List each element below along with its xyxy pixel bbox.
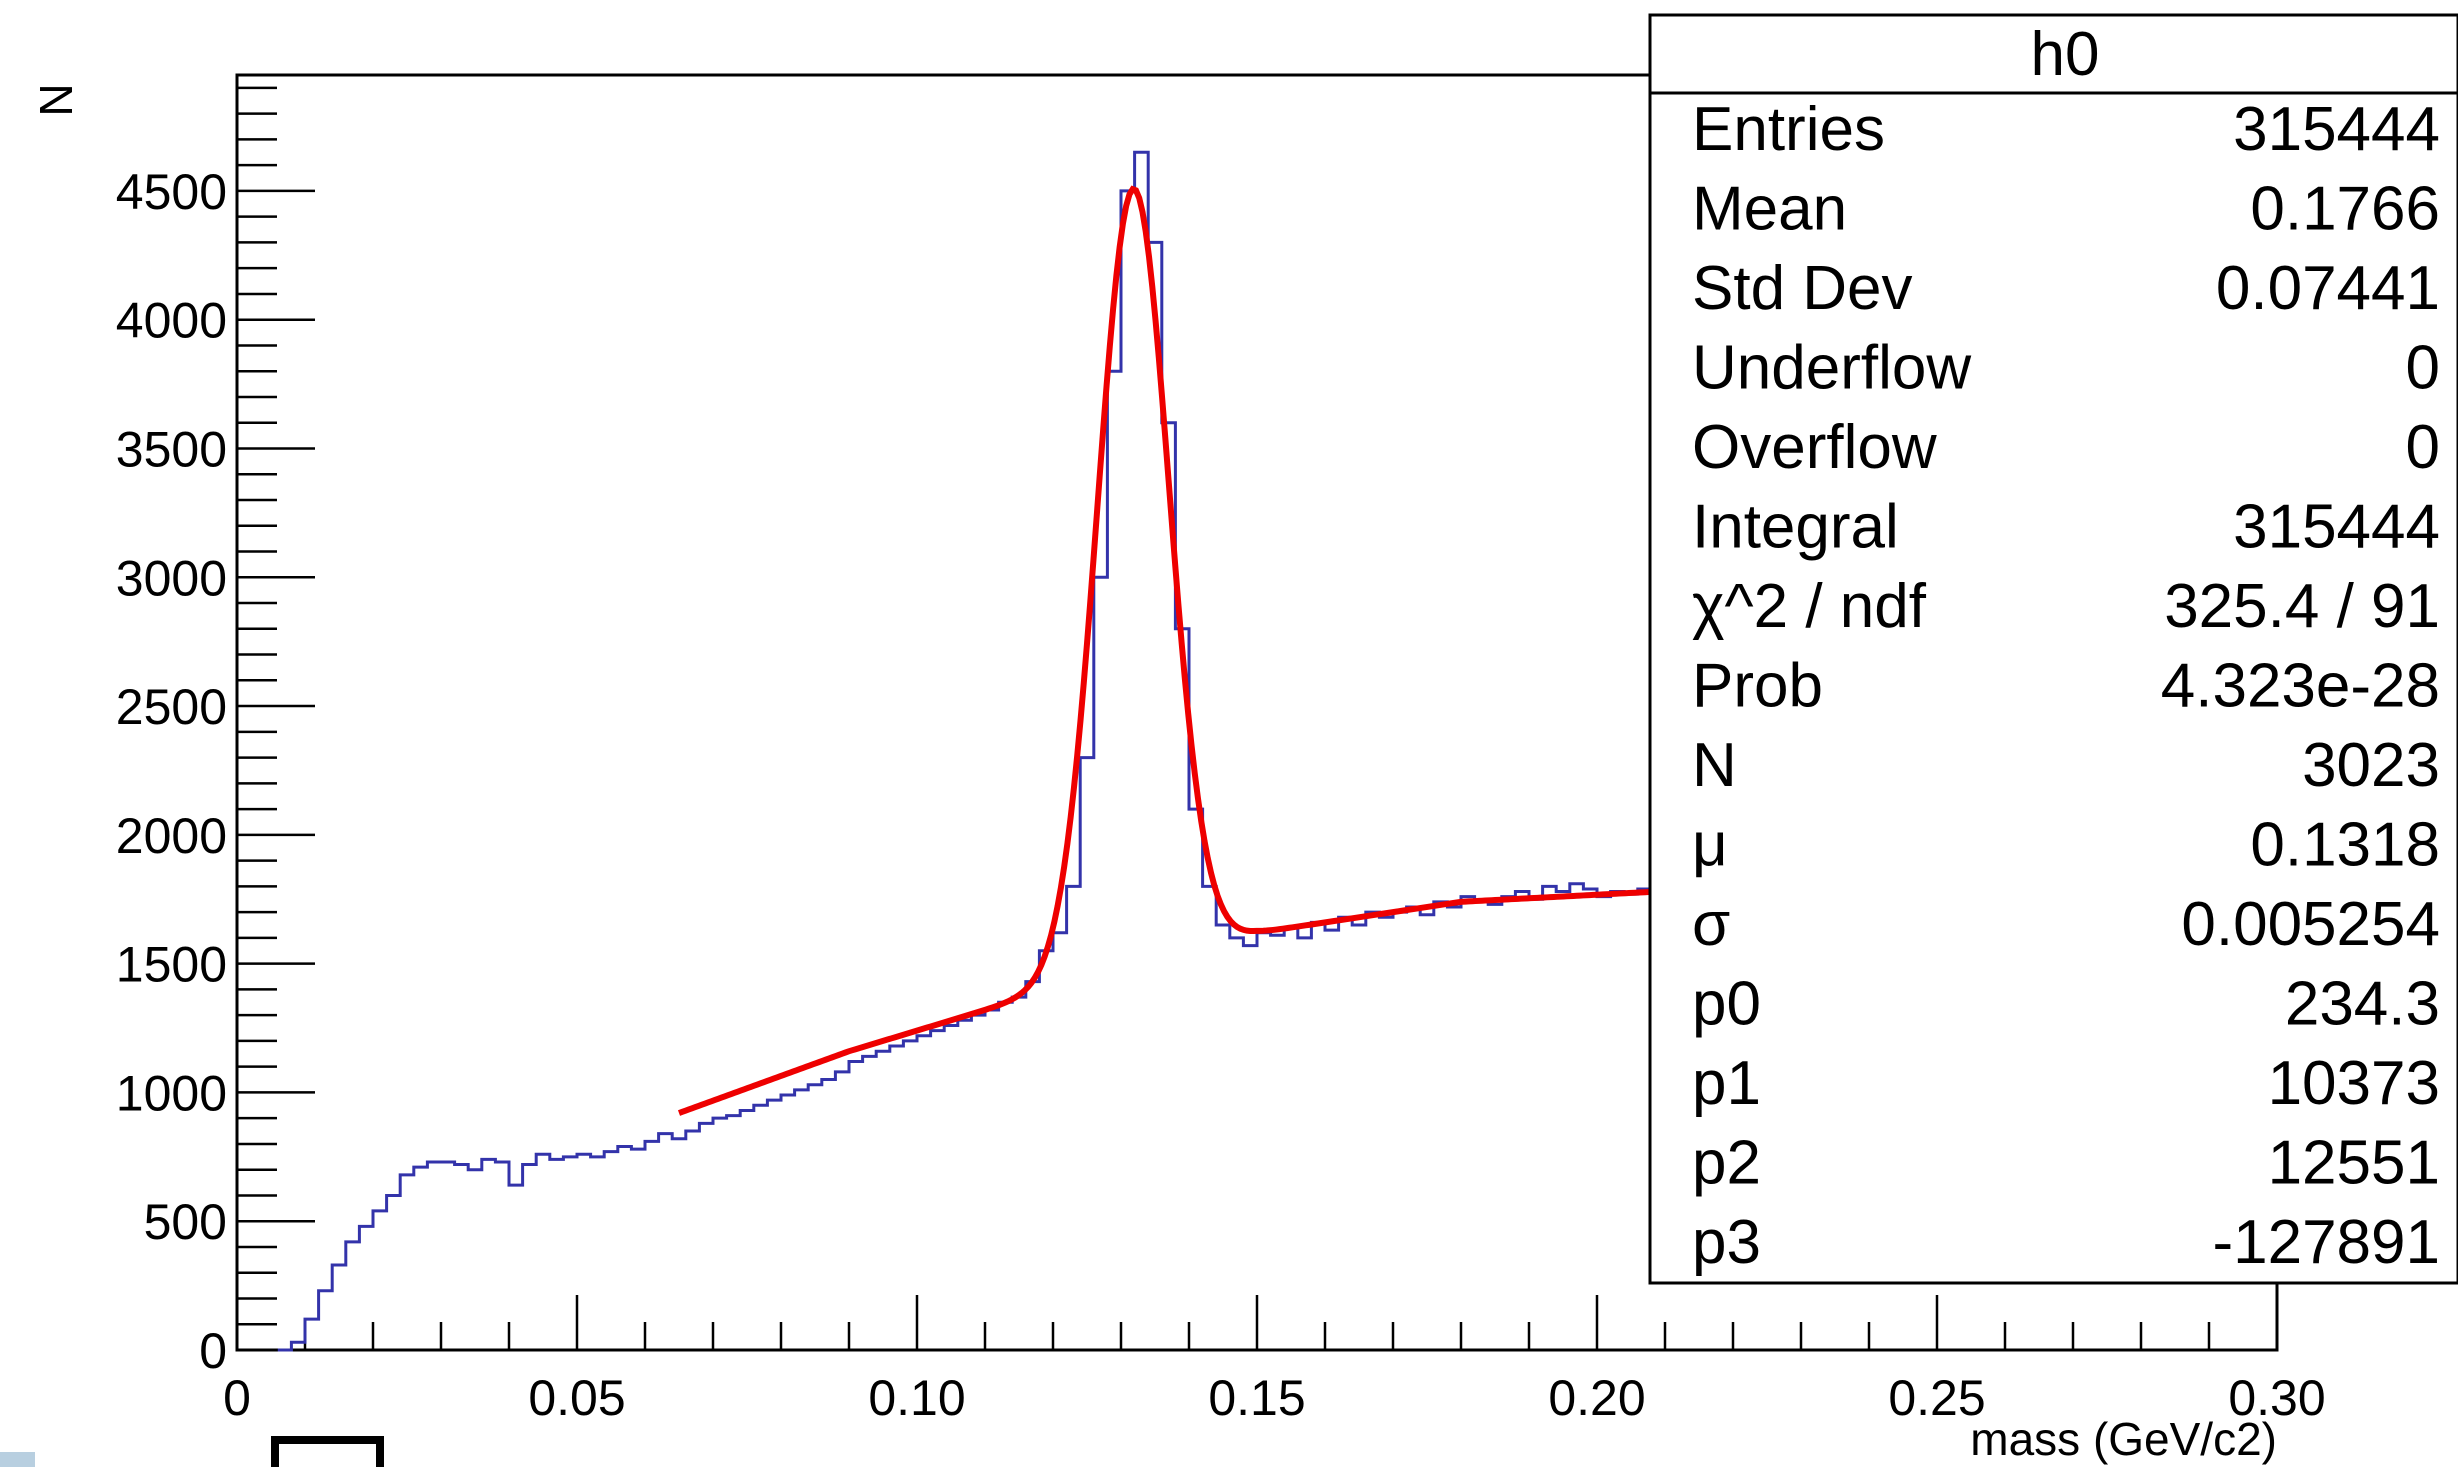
stats-row-label: N	[1692, 731, 1737, 800]
stats-box-title: h0	[2031, 20, 2100, 89]
stats-row-value: 12551	[2268, 1129, 2440, 1198]
stats-box-rows: Entries 315444 Mean 0.1766 Std Dev 0.07441 Und…	[1692, 95, 2440, 1277]
stats-row-label: p3	[1692, 1208, 1761, 1277]
stats-row-label: p1	[1692, 1049, 1761, 1118]
stats-row-label: Integral	[1692, 493, 1899, 562]
stats-row-value: -127891	[2212, 1208, 2440, 1277]
x-tick-label: 0.20	[1548, 1370, 1645, 1426]
stats-row-value: 0	[2406, 413, 2440, 482]
left-edge-mark	[0, 1452, 35, 1467]
stats-row-label: χ^2 / ndf	[1692, 572, 1927, 641]
y-tick-label: 4500	[116, 164, 227, 220]
y-tick-label: 3000	[116, 550, 227, 606]
stats-row-label: Std Dev	[1692, 254, 1913, 323]
fit-curve	[677, 185, 1659, 1116]
stats-row-value: 0.07441	[2216, 254, 2440, 323]
y-tick-label: 0	[199, 1323, 227, 1379]
stats-row-label: p0	[1692, 970, 1761, 1039]
stats-row-value: 10373	[2268, 1049, 2440, 1118]
y-tick-label: 1500	[116, 937, 227, 993]
x-tick-label: 0.25	[1888, 1370, 1985, 1426]
stats-row-label: σ	[1692, 890, 1730, 959]
stats-box: h0 Entries 315444 Mean 0.1766 Std Dev 0.07441…	[1648, 13, 2458, 1285]
x-tick-label: 0	[223, 1370, 251, 1426]
y-tick-label: 500	[144, 1194, 227, 1250]
stats-row-label: p2	[1692, 1129, 1761, 1198]
y-tick-label: 3500	[116, 421, 227, 477]
stats-box-frame	[1648, 13, 2458, 1285]
x-axis-title: mass (GeV/c2)	[1970, 1413, 2277, 1465]
stats-row-value: 4.323e-28	[2161, 652, 2440, 721]
y-axis-title: N	[30, 83, 82, 116]
y-tick-label: 1000	[116, 1065, 227, 1121]
corner-square	[271, 1436, 384, 1467]
stats-row-value: 3023	[2302, 731, 2440, 800]
stats-row-value: 234.3	[2285, 970, 2440, 1039]
x-tick-label: 0.30	[2228, 1370, 2325, 1426]
stats-row-label: Entries	[1692, 95, 1885, 164]
stats-row-value: 0	[2406, 334, 2440, 403]
stats-row-value: 0.005254	[2181, 890, 2440, 959]
stats-row-value: 325.4 / 91	[2164, 572, 2440, 641]
y-tick-label: 2500	[116, 679, 227, 735]
axis-ticks	[235, 86, 2279, 1352]
stats-row-value: 0.1766	[2250, 175, 2440, 244]
x-tick-label: 0.10	[868, 1370, 965, 1426]
stats-row-label: Mean	[1692, 175, 1847, 244]
histogram-series	[277, 150, 1665, 1352]
y-tick-label: 4000	[116, 293, 227, 349]
stats-row-value: 0.1318	[2250, 811, 2440, 880]
stats-row-value: 315444	[2233, 493, 2440, 562]
x-tick-label: 0.05	[528, 1370, 625, 1426]
stats-row-label: Overflow	[1692, 413, 1937, 482]
stats-row-label: Prob	[1692, 652, 1823, 721]
stats-row-value: 315444	[2233, 95, 2440, 164]
x-tick-label: 0.15	[1208, 1370, 1305, 1426]
axis-tick-labels: 0 500 1000 1500 2000 2500 3000 3500 4000 4500 0 0.0…	[116, 164, 2326, 1426]
stats-row-label: Underflow	[1692, 334, 1971, 403]
y-tick-label: 2000	[116, 808, 227, 864]
stats-row-label: μ	[1692, 811, 1728, 880]
